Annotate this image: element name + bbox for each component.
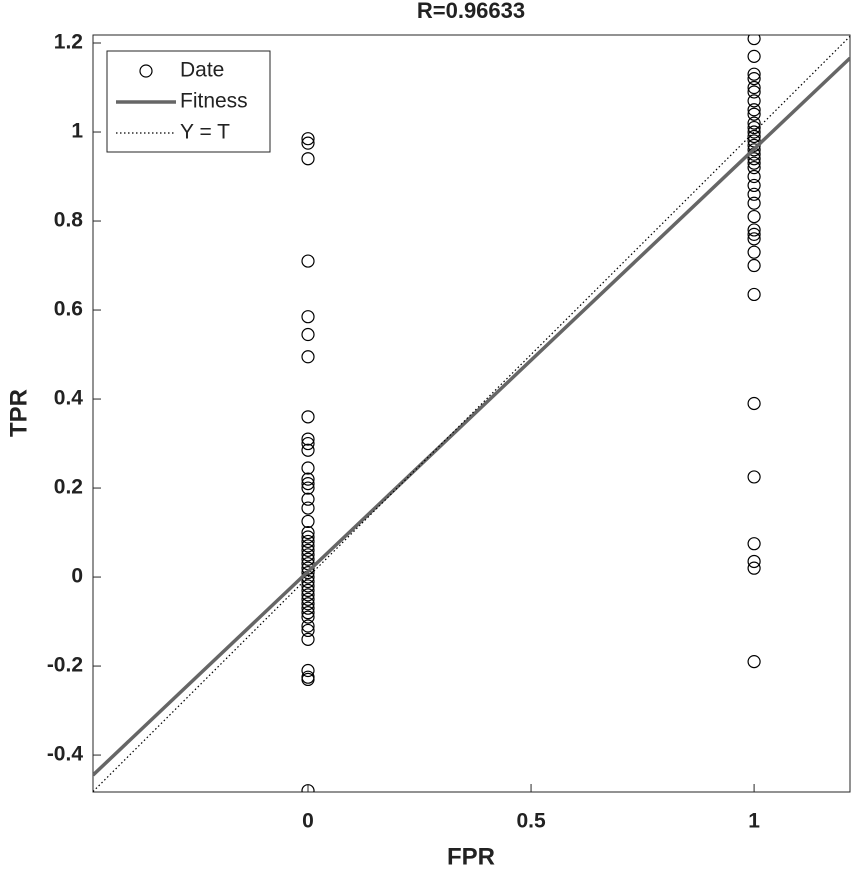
chart-title: R=0.96633 xyxy=(417,0,525,23)
data-point xyxy=(301,410,315,424)
data-point xyxy=(747,227,761,241)
y-tick-label: 0.2 xyxy=(54,476,83,499)
data-point xyxy=(301,472,315,486)
data-point xyxy=(301,310,315,324)
data-point xyxy=(747,561,761,575)
data-point xyxy=(301,543,315,557)
data-point xyxy=(747,143,761,157)
data-point xyxy=(301,663,315,678)
data-point xyxy=(301,601,315,615)
data-point xyxy=(301,539,315,553)
data-point xyxy=(747,72,761,86)
y-tick-label: -0.4 xyxy=(47,743,84,766)
data-point xyxy=(747,245,761,259)
data-point xyxy=(747,223,761,237)
data-point xyxy=(301,476,315,491)
data-point xyxy=(301,610,315,624)
data-point xyxy=(301,443,315,457)
data-point xyxy=(301,579,315,593)
data-point xyxy=(747,232,761,246)
data-point xyxy=(301,136,315,150)
data-point xyxy=(301,534,315,549)
data-point xyxy=(301,436,315,451)
data-point xyxy=(301,254,315,268)
data-point xyxy=(747,125,761,139)
legend: Date Fitness Y = T xyxy=(106,50,271,153)
y-tick-label: 1.2 xyxy=(54,31,83,54)
data-point xyxy=(747,103,761,117)
data-point xyxy=(747,107,761,121)
data-point xyxy=(301,481,315,495)
plot-area xyxy=(92,34,851,793)
data-point xyxy=(747,258,761,273)
data-point xyxy=(301,327,315,342)
data-point xyxy=(301,548,315,562)
data-point xyxy=(747,554,761,569)
data-point xyxy=(301,619,315,633)
data-point xyxy=(301,432,315,446)
data-point xyxy=(301,583,315,598)
data-point xyxy=(301,132,315,146)
data-point xyxy=(747,35,761,46)
data-point xyxy=(301,350,315,364)
data-point xyxy=(747,470,761,484)
data-point xyxy=(747,156,761,170)
data-point xyxy=(301,525,315,540)
x-tick-label: 0.5 xyxy=(516,810,546,833)
data-point xyxy=(301,632,315,646)
data-point xyxy=(301,530,315,544)
legend-marker xyxy=(139,64,153,78)
data-point xyxy=(747,196,761,210)
y-tick-label: 0 xyxy=(71,565,83,588)
data-point xyxy=(747,161,761,175)
x-axis-label: FPR xyxy=(447,843,495,870)
data-point xyxy=(747,85,761,99)
data-point xyxy=(301,606,315,620)
data-point xyxy=(747,116,761,130)
legend-label: Y = T xyxy=(180,121,230,144)
y-tick-label: 0.6 xyxy=(54,298,83,321)
y-tick-label: 0.4 xyxy=(54,387,84,410)
legend-label: Fitness xyxy=(180,90,248,113)
data-point xyxy=(301,501,315,515)
data-point xyxy=(301,588,315,602)
data-point xyxy=(747,129,761,144)
data-point xyxy=(747,187,761,201)
y-tick-label: 0.8 xyxy=(54,209,84,232)
data-point xyxy=(747,537,761,551)
data-point xyxy=(747,655,761,669)
x-tick-label: 1 xyxy=(748,810,760,833)
data-point xyxy=(301,565,315,580)
y-axis-label: TPR xyxy=(5,389,32,437)
data-point xyxy=(301,623,315,638)
data-point xyxy=(747,287,761,302)
data-point xyxy=(747,80,761,95)
x-tick-label: 0 xyxy=(302,810,314,833)
data-point xyxy=(747,396,761,411)
plot-content xyxy=(93,35,850,792)
data-point xyxy=(747,120,761,135)
data-point xyxy=(301,672,315,687)
data-point xyxy=(301,492,315,506)
line-series xyxy=(93,56,850,777)
y-tick-label: -0.2 xyxy=(47,654,83,677)
data-point xyxy=(301,514,315,529)
data-point xyxy=(301,152,315,166)
data-point xyxy=(301,574,315,589)
data-point xyxy=(747,152,761,166)
data-point xyxy=(301,461,315,475)
data-point xyxy=(301,552,315,566)
y-tick-label: 1 xyxy=(71,120,83,143)
data-point xyxy=(301,592,315,606)
legend-label: Date xyxy=(180,59,224,82)
data-point xyxy=(747,94,761,108)
data-point xyxy=(747,178,761,193)
data-point xyxy=(747,209,761,224)
data-point xyxy=(747,49,761,63)
data-point xyxy=(747,67,761,81)
data-point xyxy=(301,597,315,611)
data-point xyxy=(747,169,761,184)
